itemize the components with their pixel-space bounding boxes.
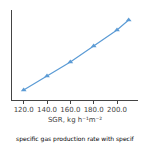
svg-text:200.0: 200.0 xyxy=(107,106,127,114)
svg-text:SGR, kg h⁻¹m⁻²: SGR, kg h⁻¹m⁻² xyxy=(48,116,102,124)
svg-text:120.0: 120.0 xyxy=(14,106,34,114)
svg-text:specific gas production rate w: specific gas production rate with specif xyxy=(16,135,135,143)
svg-text:160.0: 160.0 xyxy=(60,106,80,114)
svg-text:140.0: 140.0 xyxy=(37,106,57,114)
svg-text:180.0: 180.0 xyxy=(84,106,104,114)
